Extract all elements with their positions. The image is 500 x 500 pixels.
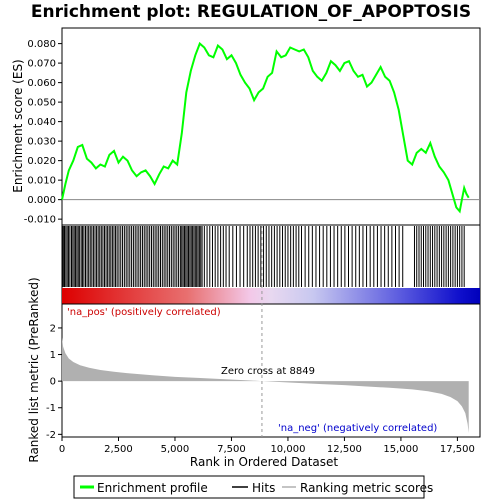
legend-label-enrichment-profile: Enrichment profile bbox=[97, 481, 208, 495]
enrichment-score-panel: -0.010 0.000 0.010 0.020 0.030 0.040 0.050 0.06… bbox=[11, 27, 481, 226]
ranking-color-bar bbox=[62, 288, 480, 304]
rank-ytick-label: 0 bbox=[50, 377, 56, 388]
es-ytick-label: 0.080 bbox=[27, 39, 56, 50]
rank-ytick-label: -1 bbox=[46, 403, 56, 414]
ranking-metric-axis-label: Ranked list metric (PreRanked) bbox=[27, 277, 41, 462]
legend-label-hits: Hits bbox=[252, 481, 275, 495]
zero-cross-label: Zero cross at 8849 bbox=[221, 366, 315, 377]
rank-axis-label: Rank in Ordered Dataset bbox=[190, 455, 338, 469]
legend-label-ranking-metric: Ranking metric scores bbox=[300, 481, 433, 495]
rank-ytick-label: 1 bbox=[50, 350, 56, 361]
ranking-metric-panel: -2 -1 0 1 2 0 2,500 5,000 7,500 10,000 12,500 15,0… bbox=[27, 225, 481, 469]
positive-correlation-label: 'na_pos' (positively correlated) bbox=[67, 307, 221, 318]
es-ytick-label: 0.000 bbox=[27, 195, 56, 206]
es-ytick-label: 0.060 bbox=[27, 78, 56, 89]
rank-xtick-label: 2,500 bbox=[104, 444, 133, 455]
es-ytick-label: 0.040 bbox=[27, 117, 56, 128]
es-ytick-label: -0.010 bbox=[24, 215, 56, 226]
chart-title: Enrichment plot: REGULATION_OF_APOPTOSIS bbox=[31, 2, 471, 22]
enrichment-profile-line bbox=[61, 41, 470, 214]
es-ytick-label: 0.070 bbox=[27, 59, 56, 70]
legend: Enrichment profile Hits Ranking metric s… bbox=[73, 475, 433, 499]
rank-xtick-label: 17,500 bbox=[440, 444, 475, 455]
es-ytick-label: 0.010 bbox=[27, 176, 56, 187]
rank-xtick-label: 10,000 bbox=[270, 444, 305, 455]
hits-panel bbox=[61, 224, 481, 305]
rank-xtick-label: 5,000 bbox=[161, 444, 190, 455]
es-ytick-label: 0.050 bbox=[27, 98, 56, 109]
es-axis-label: Enrichment score (ES) bbox=[11, 59, 25, 192]
negative-correlation-label: 'na_neg' (negatively correlated) bbox=[278, 423, 437, 434]
es-ytick-label: 0.020 bbox=[27, 156, 56, 167]
es-ytick-label: 0.030 bbox=[27, 137, 56, 148]
rank-ytick-label: -2 bbox=[46, 430, 56, 441]
rank-xtick-label: 12,500 bbox=[327, 444, 362, 455]
rank-xtick-label: 15,000 bbox=[383, 444, 418, 455]
rank-xtick-label: 7,500 bbox=[217, 444, 246, 455]
rank-xtick-label: 0 bbox=[59, 444, 65, 455]
ranking-metric-area bbox=[62, 337, 469, 433]
rank-ytick-label: 2 bbox=[50, 323, 56, 334]
